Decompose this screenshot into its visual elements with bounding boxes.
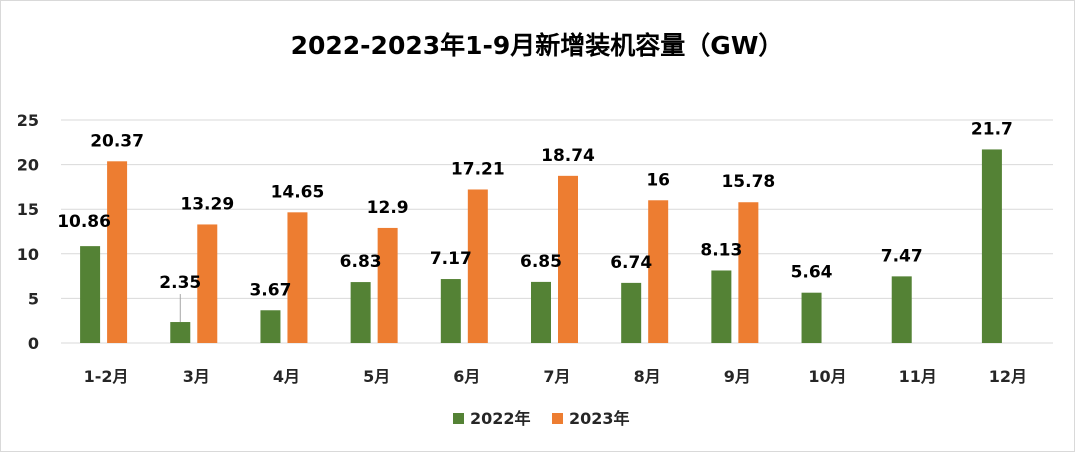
x-tick-label: 5月 xyxy=(363,367,390,386)
legend-swatch xyxy=(552,413,563,424)
bar-series1 xyxy=(170,322,191,343)
data-label: 20.37 xyxy=(90,131,144,151)
bar-series1 xyxy=(981,149,1002,343)
data-label: 21.7 xyxy=(971,119,1013,139)
data-label: 2.35 xyxy=(159,273,201,293)
bar-series2 xyxy=(197,224,218,343)
y-tick-label: 0 xyxy=(28,334,39,353)
data-label: 14.65 xyxy=(271,182,325,202)
x-tick-label: 1-2月 xyxy=(84,367,129,386)
gridlines xyxy=(61,119,1053,344)
y-tick-label: 25 xyxy=(17,111,39,130)
y-tick-label: 20 xyxy=(17,156,39,175)
x-tick-label: 9月 xyxy=(724,367,751,386)
bar-series2 xyxy=(377,227,398,343)
legend-label: 2023年 xyxy=(569,409,630,428)
bar-series1 xyxy=(711,270,732,343)
data-label: 12.9 xyxy=(367,198,409,218)
x-tick-label: 10月 xyxy=(808,367,846,386)
bar-series2 xyxy=(558,175,578,343)
bar-series2 xyxy=(467,189,488,343)
data-label: 7.47 xyxy=(881,246,923,266)
legend: 2022年 2023年 xyxy=(453,409,630,428)
data-label: 13.29 xyxy=(180,194,234,214)
x-tick-label: 4月 xyxy=(273,367,300,386)
data-label: 17.21 xyxy=(451,159,505,179)
data-labels: 10.86 20.37 2.35 13.29 3.67 14.65 6.83 12.9 7.17… xyxy=(57,119,1013,323)
y-axis-ticks: 0 5 10 15 20 25 xyxy=(17,111,39,353)
data-label: 7.17 xyxy=(430,249,472,269)
x-tick-label: 7月 xyxy=(543,367,570,386)
bar-series1 xyxy=(440,279,461,343)
legend-swatch xyxy=(453,413,464,424)
data-label: 16 xyxy=(646,170,670,190)
y-tick-label: 5 xyxy=(28,289,39,308)
x-tick-label: 3月 xyxy=(183,367,210,386)
y-tick-label: 15 xyxy=(17,200,39,219)
data-label: 5.64 xyxy=(791,263,833,283)
data-label: 6.74 xyxy=(610,253,652,273)
bar-series1 xyxy=(621,282,642,343)
chart-title: 2022-2023年1-9月新增装机容量（GW） xyxy=(291,31,784,60)
data-label: 8.13 xyxy=(700,240,742,260)
bar-series2 xyxy=(107,161,128,343)
bar-series2 xyxy=(738,202,759,343)
data-label: 18.74 xyxy=(541,146,595,166)
x-tick-label: 12月 xyxy=(989,367,1027,386)
bar-series1 xyxy=(350,282,371,343)
legend-label: 2022年 xyxy=(470,409,531,428)
bar-series1 xyxy=(531,281,551,343)
data-label: 6.85 xyxy=(520,252,562,272)
bar-series2 xyxy=(287,212,308,343)
x-tick-label: 6月 xyxy=(453,367,480,386)
bar-series1 xyxy=(891,276,912,343)
bars xyxy=(80,149,1002,343)
data-label: 6.83 xyxy=(340,252,382,272)
bar-series2 xyxy=(648,200,669,343)
bar-series1 xyxy=(260,310,281,343)
data-label: 3.67 xyxy=(249,280,291,300)
data-label: 10.86 xyxy=(57,212,111,232)
x-tick-label: 8月 xyxy=(634,367,661,386)
x-tick-label: 11月 xyxy=(899,367,937,386)
y-tick-label: 10 xyxy=(17,245,39,264)
data-label: 15.78 xyxy=(721,172,775,192)
bar-series1 xyxy=(801,292,822,343)
x-axis-ticks: 1-2月 3月 4月 5月 6月 7月 8月 9月 10月 11月 12月 xyxy=(84,367,1027,386)
bar-series1 xyxy=(80,246,101,343)
